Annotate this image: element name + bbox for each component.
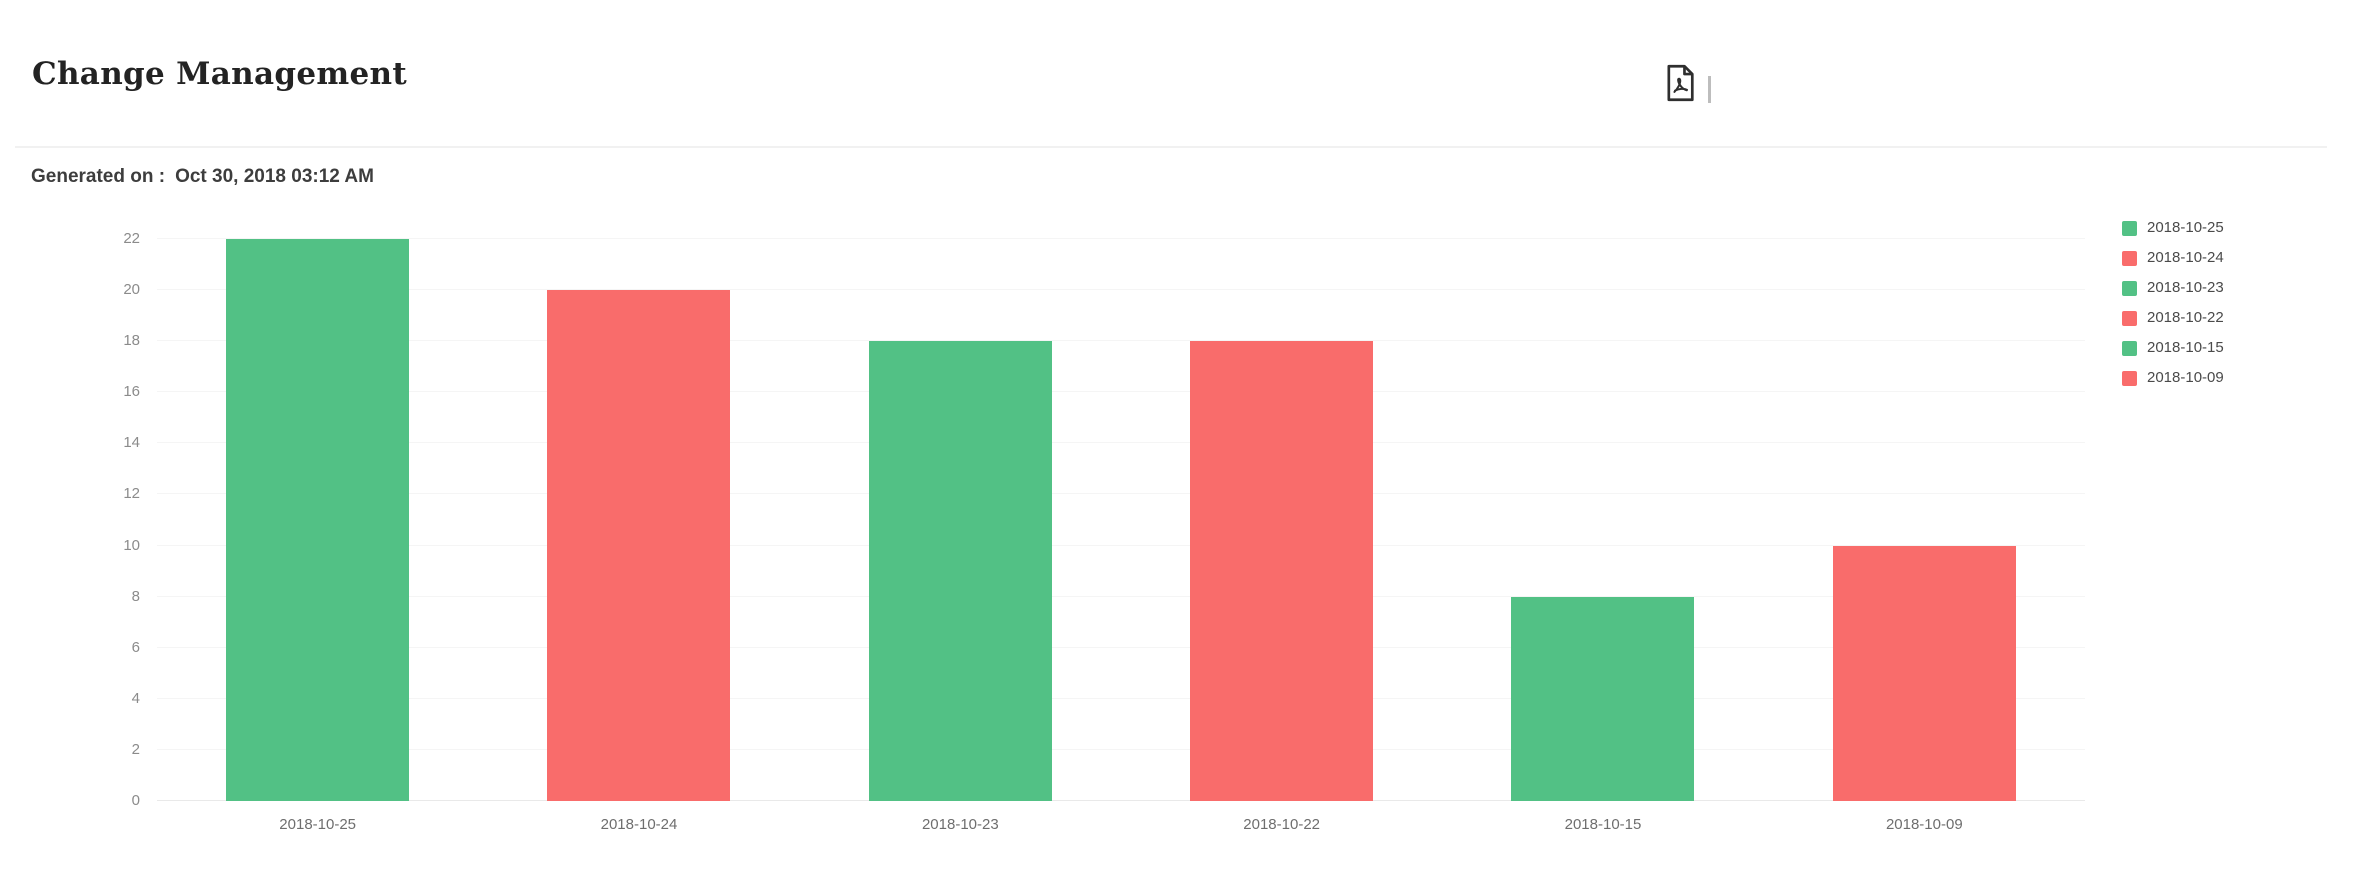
bar-2018-10-25[interactable] [226,239,410,801]
generated-on-label: Generated on : [31,166,166,187]
gridline [157,391,2085,393]
bar-2018-10-15[interactable] [1511,596,1695,801]
gridline [157,748,2085,750]
gridline [157,544,2085,546]
page-title: Change Management [32,56,407,92]
x-tick-label: 2018-10-23 [921,816,999,833]
bar-slot [1764,239,2085,801]
bar-2018-10-09[interactable] [1832,545,2016,801]
legend-label: 2018-10-25 [2147,219,2224,236]
y-axis: 0 2 4 6 8 10 12 14 16 18 20 22 [0,231,140,809]
legend-swatch [2122,220,2137,236]
x-axis: 2018-10-25 2018-10-24 2018-10-23 2018-10-22… [157,816,2085,833]
bar-2018-10-24[interactable] [547,290,731,801]
gridline [157,697,2085,699]
legend-swatch [2122,280,2137,296]
bar-slot [800,239,1121,801]
bar-slot [1121,239,1442,801]
x-tick-label: 2018-10-15 [1564,816,1642,833]
legend-label: 2018-10-24 [2147,249,2224,266]
export-pdf-button[interactable] [1663,64,1697,102]
x-tick-label: 2018-10-22 [1243,816,1321,833]
bar-2018-10-23[interactable] [868,341,1052,801]
gridline [157,289,2085,291]
x-tick-label: 2018-10-24 [600,816,678,833]
bars [157,239,2085,801]
y-tick-label: 2 [131,740,140,758]
bar-slot [478,239,799,801]
legend-label: 2018-10-09 [2147,369,2224,386]
y-tick-label: 12 [123,485,140,503]
bar-2018-10-22[interactable] [1190,341,1374,801]
y-tick-label: 20 [123,281,140,299]
x-tick-label: 2018-10-25 [279,816,357,833]
y-tick-label: 6 [131,638,140,656]
y-tick-label: 14 [123,434,140,452]
bar-slot [1442,239,1763,801]
legend-item-2018-10-15[interactable]: 2018-10-15 [2122,340,2224,356]
generated-on-timestamp: Oct 30, 2018 03:12 AM [175,166,374,187]
legend-swatch [2122,250,2137,266]
x-tick-label: 2018-10-09 [1885,816,1963,833]
legend-swatch [2122,310,2137,326]
header-divider-rule [15,146,2327,148]
y-tick-label: 16 [123,383,140,401]
y-tick-label: 18 [123,332,140,350]
bar-slot [157,239,478,801]
y-tick-label: 22 [123,230,140,247]
gridline [157,595,2085,597]
y-tick-label: 4 [131,689,140,707]
y-tick-label: 8 [131,587,140,605]
gridline [157,238,2085,239]
y-tick-label: 10 [123,536,140,554]
gridline [157,340,2085,342]
legend: 2018-10-25 2018-10-24 2018-10-23 2018-10-22… [2122,220,2224,386]
plot-gridlines [157,238,2085,801]
legend-swatch [2122,340,2137,356]
legend-item-2018-10-24[interactable]: 2018-10-24 [2122,250,2224,266]
legend-label: 2018-10-23 [2147,279,2224,296]
toolbar-divider [1708,76,1711,103]
legend-label: 2018-10-22 [2147,309,2224,326]
legend-item-2018-10-23[interactable]: 2018-10-23 [2122,280,2224,296]
pdf-file-icon [1663,64,1697,105]
legend-swatch [2122,370,2137,386]
generated-on-line: Generated on : Oct 30, 2018 03:12 AM [31,166,374,188]
gridline [157,646,2085,648]
legend-item-2018-10-22[interactable]: 2018-10-22 [2122,310,2224,326]
legend-item-2018-10-25[interactable]: 2018-10-25 [2122,220,2224,236]
legend-label: 2018-10-15 [2147,339,2224,356]
gridline [157,800,2085,801]
gridline [157,442,2085,444]
y-tick-label: 0 [131,792,140,809]
gridline [157,493,2085,495]
legend-item-2018-10-09[interactable]: 2018-10-09 [2122,370,2224,386]
